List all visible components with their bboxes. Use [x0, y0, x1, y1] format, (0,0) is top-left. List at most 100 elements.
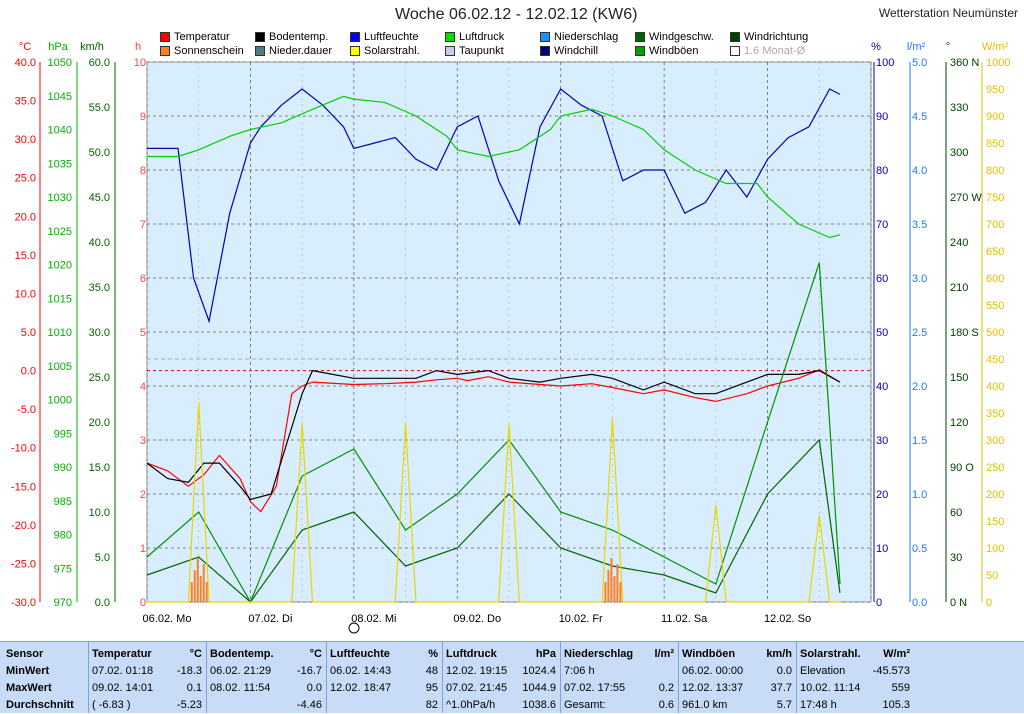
wind-axis-tick: 45.0: [89, 192, 110, 204]
stats-column: Temperatur °C 07.02. 01:18 -18.3 09.02. 14:0…: [92, 646, 202, 714]
stats-row: 10.02. 11:14 559: [800, 680, 910, 697]
wind-axis-tick: 10.0: [89, 507, 110, 519]
temp-axis-tick: 35.0: [15, 96, 36, 108]
solar-axis-tick: 1000: [986, 57, 1010, 69]
legend-item: Niederschlag: [540, 31, 618, 43]
hum-axis-tick: 50: [876, 327, 888, 339]
temp-axis-tick: 25.0: [15, 173, 36, 185]
stats-row: Elevation -45.573: [800, 663, 910, 680]
rain-axis-tick: 2.0: [912, 381, 927, 393]
wind-axis-tick: 50.0: [89, 147, 110, 159]
sunshine-bar: [190, 582, 193, 602]
day-label: 06.02. Mo: [143, 613, 192, 625]
solar-axis-tick: 550: [986, 300, 1004, 312]
temp-axis-tick: -25.0: [11, 558, 36, 570]
sunshine-bar: [616, 564, 619, 602]
legend-swatch: [255, 46, 265, 56]
press-axis-tick: 1045: [48, 91, 72, 103]
press-axis-tick: 970: [54, 597, 72, 609]
stats-rowname: MinWert: [6, 665, 50, 677]
legend-item: Windchill: [540, 45, 598, 57]
stats-header: Windböen: [682, 648, 736, 660]
press-axis-tick: 975: [54, 563, 72, 575]
stats-column: Luftfeuchte% 06.02. 14:43 48 12.02. 18:47 95…: [330, 646, 438, 714]
stats-column: Solarstrahl. W/m² Elevation -45.573 10.02. 1…: [800, 646, 910, 714]
temp-axis-tick: 15.0: [15, 250, 36, 262]
temp-axis-tick: 10.0: [15, 288, 36, 300]
stats-value: -18.3: [176, 665, 202, 677]
press-axis-tick: 985: [54, 496, 72, 508]
solar-axis-tick: 600: [986, 273, 1004, 285]
stats-divider: [796, 642, 797, 713]
hum-axis-tick: 80: [876, 165, 888, 177]
stats-divider: [326, 642, 327, 713]
dir-axis-tick: 150: [950, 372, 968, 384]
day-label: 08.02. Mi: [351, 613, 396, 625]
stats-unit: km/h: [766, 648, 792, 660]
legend-swatch: [730, 32, 740, 42]
series-luftfeuchte: [147, 88, 841, 324]
legend-swatch: [350, 32, 360, 42]
legend-label: Luftfeuchte: [364, 31, 419, 43]
stats-row: 7:06 h: [564, 663, 674, 680]
stats-value: 95: [425, 682, 438, 694]
weather-chart: 40.035.030.025.020.015.010.05.00.0-5.0-1…: [11, 41, 1010, 634]
solar-axis-tick: 400: [986, 381, 1004, 393]
temp-axis-tick: 40.0: [15, 57, 36, 69]
stats-label: 08.02. 11:54: [210, 682, 271, 694]
stats-column: Luftdruck hPa 12.02. 19:15 1024.4 07.02. 21:…: [446, 646, 556, 714]
dir-axis-tick: 330: [950, 102, 968, 114]
rain-axis-tick: 0.0: [912, 597, 927, 609]
stats-label: ^1.0hPa/h: [446, 699, 496, 711]
dir-axis-tick: 90 O: [950, 462, 974, 474]
press-unit: hPa: [48, 41, 68, 53]
legend-item: Luftdruck: [445, 31, 504, 43]
stats-label: 12.02. 19:15: [446, 665, 508, 677]
stats-row: 06.02. 00:00 0.0: [682, 663, 792, 680]
sun-axis-tick: 8: [140, 165, 146, 177]
hum-unit: %: [871, 41, 881, 53]
stats-value: -16.7: [296, 665, 322, 677]
stats-value: 0.2: [658, 682, 674, 694]
now-marker-icon: [348, 622, 360, 634]
legend-item: Solarstrahl.: [350, 45, 420, 57]
legend-label: Windrichtung: [744, 31, 809, 43]
legend-label: Bodentemp.: [269, 31, 329, 43]
stats-unit: hPa: [535, 648, 556, 660]
stats-header: Luftdruck: [446, 648, 497, 660]
dir-axis-tick: 360 N: [950, 57, 979, 69]
stats-label: 09.02. 14:01: [92, 682, 154, 694]
stats-rowname: MaxWert: [6, 682, 52, 694]
stats-row: MinWert: [6, 663, 86, 680]
stats-label: [330, 697, 426, 714]
legend-swatch: [635, 46, 645, 56]
series-temperatur: [146, 369, 841, 513]
legend-item: Luftfeuchte: [350, 31, 418, 43]
hum-axis-tick: 20: [876, 489, 888, 501]
wind-axis-tick: 5.0: [95, 552, 110, 564]
sun-unit: h: [135, 41, 141, 53]
legend-label: Niederschlag: [554, 31, 619, 43]
dir-axis-tick: 60: [950, 507, 962, 519]
stats-row: ^1.0hPa/h 1038.6: [446, 697, 556, 714]
legend-swatch: [445, 46, 455, 56]
wind-unit: km/h: [80, 41, 104, 53]
dir-axis-tick: 300: [950, 147, 968, 159]
sunshine-bar: [196, 558, 199, 602]
temp-axis-tick: -5.0: [17, 404, 36, 416]
press-axis-tick: 1020: [48, 260, 72, 272]
dir-axis-tick: 120: [950, 417, 968, 429]
hum-axis-tick: 100: [876, 57, 894, 69]
legend-item: Nieder.dauer: [255, 45, 332, 57]
sunshine-bar: [619, 582, 622, 602]
dir-axis-tick: 0 N: [950, 597, 967, 609]
solar-axis-tick: 50: [986, 570, 998, 582]
stats-label: 12.02. 13:37: [682, 682, 744, 694]
solar-axis-tick: 650: [986, 246, 1004, 258]
hum-axis-tick: 30: [876, 435, 888, 447]
series-bodentemp: [146, 369, 841, 501]
stats-value: 0.6: [658, 699, 674, 711]
temp-axis-tick: 30.0: [15, 134, 36, 146]
rain-axis-tick: 2.5: [912, 327, 927, 339]
stats-column: Bodentemp. °C 06.02. 21:29 -16.7 08.02. 11:5…: [210, 646, 322, 714]
